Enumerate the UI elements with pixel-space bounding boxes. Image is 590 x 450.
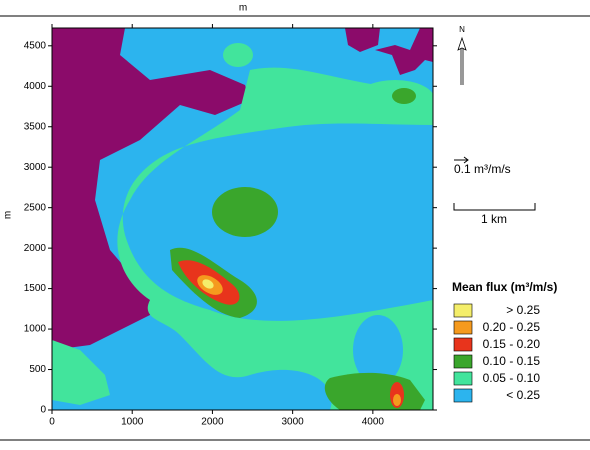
top-axis-label: m xyxy=(239,3,247,14)
north-arrow: N xyxy=(457,25,467,85)
legend-title: Mean flux (m³/m/s) xyxy=(452,280,557,294)
y-tick-label: 1500 xyxy=(24,283,47,294)
distance-scale: 1 km xyxy=(481,212,507,226)
legend-swatch xyxy=(453,371,473,386)
plot-frame xyxy=(51,27,434,411)
north-label: N xyxy=(459,25,465,34)
axes: 0 1000 2000 3000 4000 0 500 1000 1500 2000 2500 300… xyxy=(24,24,437,428)
y-tick-label: 2500 xyxy=(24,202,47,213)
x-tick-label: 2000 xyxy=(201,417,224,428)
legend-swatch xyxy=(453,337,473,352)
vector-scale: 0.1 m³/m/s xyxy=(454,162,511,176)
scale-bar xyxy=(453,203,536,211)
x-tick-label: 3000 xyxy=(282,417,305,428)
legend-label: < 0.25 xyxy=(506,388,540,402)
legend-swatch xyxy=(453,388,473,403)
vector-arrow xyxy=(454,156,469,164)
legend-label: 0.20 - 0.25 xyxy=(483,320,541,334)
legend-label: 0.05 - 0.10 xyxy=(483,371,541,385)
y-tick-label: 3500 xyxy=(24,121,47,132)
y-tick-label: 500 xyxy=(29,364,46,375)
y-tick-label: 2000 xyxy=(24,243,47,254)
flux-map xyxy=(52,28,433,410)
legend-label: > 0.25 xyxy=(506,303,540,317)
y-tick-label: 4000 xyxy=(24,81,47,92)
x-tick-label: 0 xyxy=(49,417,55,428)
x-tick-label: 1000 xyxy=(121,417,144,428)
legend-label: 0.10 - 0.15 xyxy=(483,354,541,368)
legend-swatch xyxy=(453,303,473,318)
legend-swatch xyxy=(453,320,473,335)
y-tick-label: 0 xyxy=(40,405,46,416)
x-tick-label: 4000 xyxy=(362,417,385,428)
y-tick-label: 3000 xyxy=(24,162,47,173)
legend-swatch xyxy=(453,354,473,369)
y-axis-label: m xyxy=(3,211,14,219)
y-tick-label: 1000 xyxy=(24,324,47,335)
legend-label: 0.15 - 0.20 xyxy=(483,337,541,351)
y-tick-label: 4500 xyxy=(24,40,47,51)
